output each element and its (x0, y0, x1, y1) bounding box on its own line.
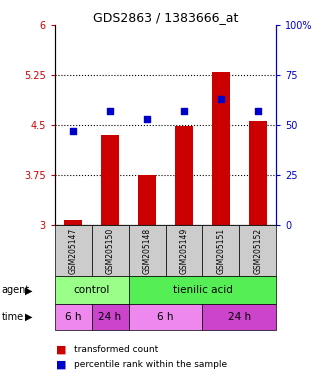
Bar (64, 220, 82, 225)
Text: ■: ■ (56, 344, 67, 354)
Text: ■: ■ (56, 360, 67, 370)
Text: control: control (73, 285, 110, 295)
Point (71, 128, 76, 134)
Point (181, 108, 187, 114)
Text: transformed count: transformed count (74, 345, 159, 354)
Text: ▶: ▶ (25, 312, 32, 322)
Point (107, 108, 113, 114)
Text: GSM205152: GSM205152 (254, 227, 262, 274)
Point (255, 108, 260, 114)
Text: GSM205147: GSM205147 (69, 227, 77, 274)
Text: agent: agent (2, 285, 30, 295)
Bar (175, 126, 193, 225)
Text: time: time (2, 312, 24, 322)
Text: ▶: ▶ (25, 285, 32, 295)
Text: GDS2863 / 1383666_at: GDS2863 / 1383666_at (93, 11, 238, 24)
Bar (249, 121, 267, 225)
Text: tienilic acid: tienilic acid (172, 285, 232, 295)
Point (218, 96, 223, 102)
Text: GSM205148: GSM205148 (143, 227, 152, 274)
Text: 6 h: 6 h (157, 312, 174, 322)
Text: GSM205149: GSM205149 (179, 227, 188, 274)
Text: 24 h: 24 h (228, 312, 251, 322)
Bar (138, 175, 156, 225)
Text: percentile rank within the sample: percentile rank within the sample (74, 360, 228, 369)
Text: GSM205151: GSM205151 (216, 227, 225, 274)
Text: GSM205150: GSM205150 (106, 227, 115, 274)
Bar (101, 135, 119, 225)
Text: 24 h: 24 h (99, 312, 121, 322)
Bar (212, 72, 230, 225)
Text: 6 h: 6 h (65, 312, 81, 322)
Point (144, 116, 150, 122)
